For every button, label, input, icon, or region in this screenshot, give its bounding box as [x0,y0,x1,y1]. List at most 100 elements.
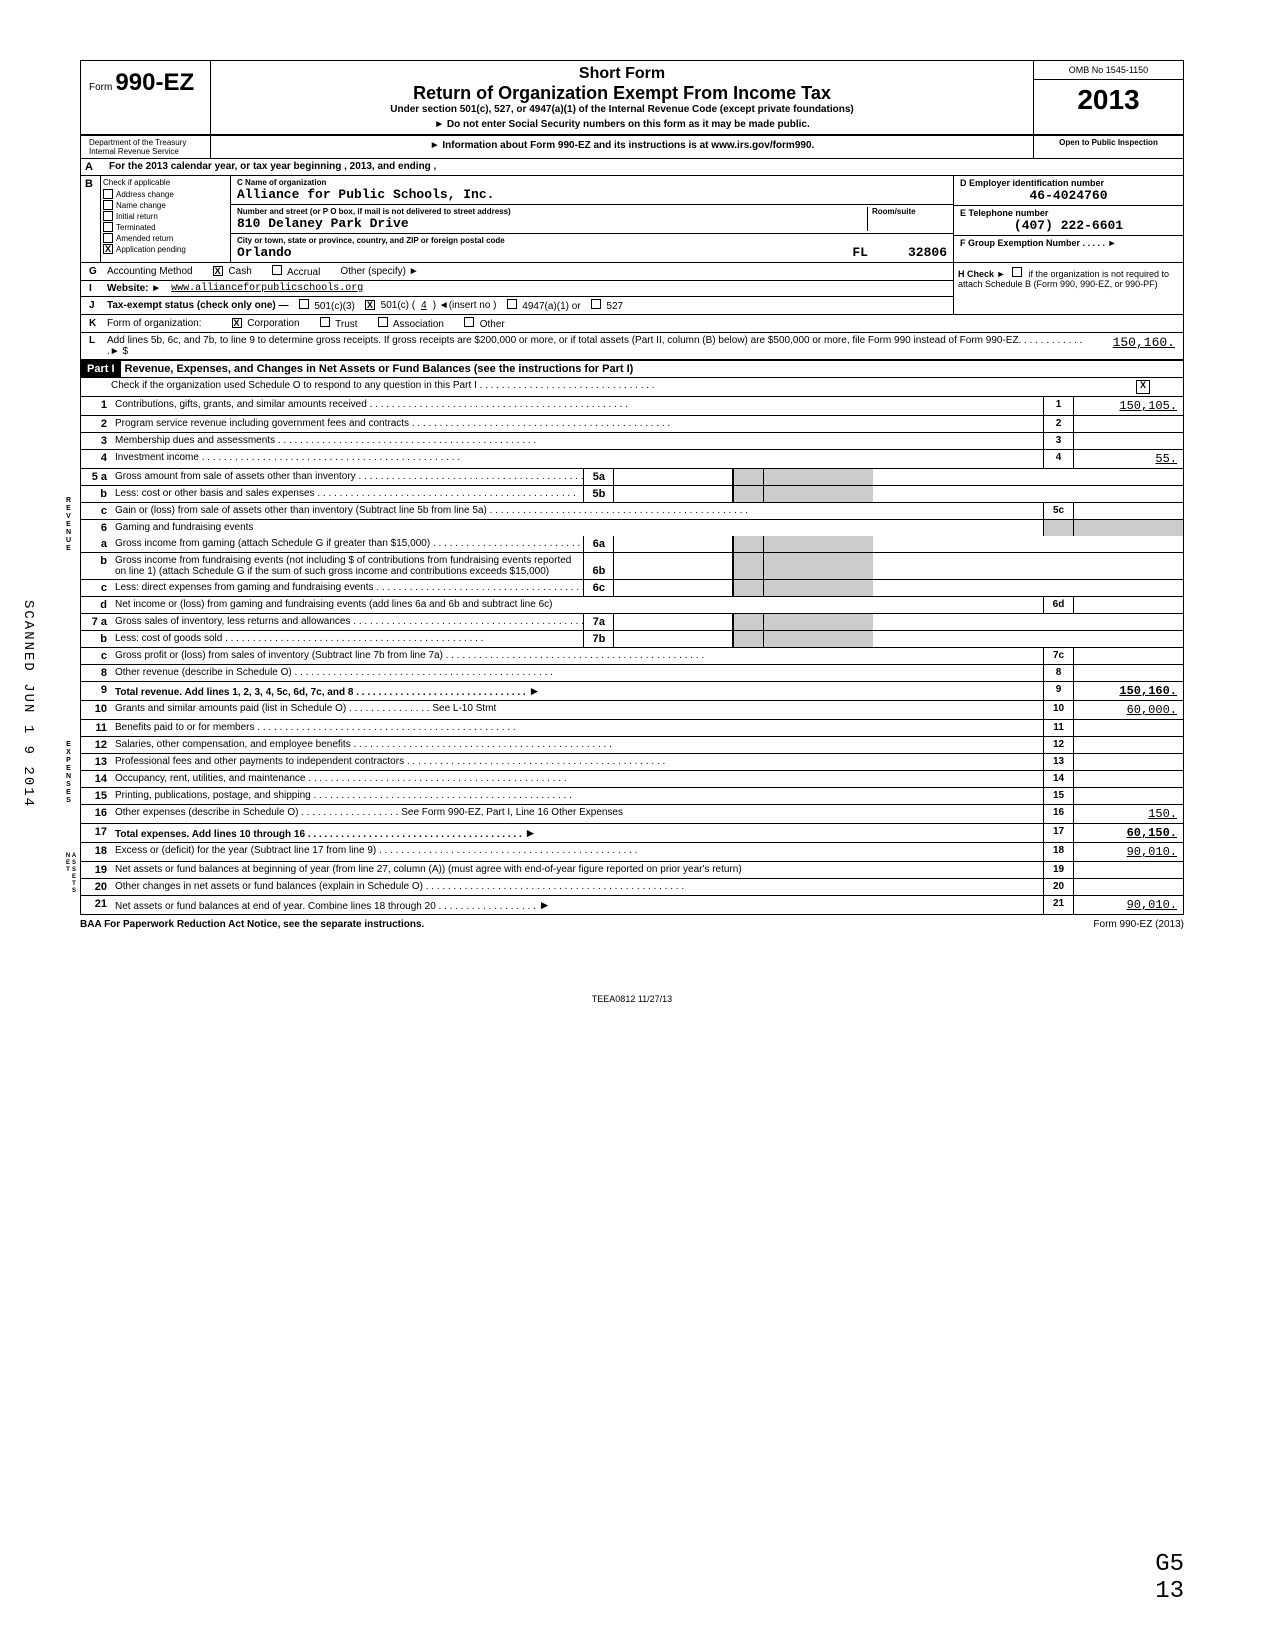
tax-year: 2013 [1034,80,1183,120]
line-6a-desc: Gross income from gaming (attach Schedul… [111,536,583,552]
form-header: Form 990-EZ Short Form Return of Organiz… [81,61,1183,136]
calendar-text: For the 2013 calendar year, or tax year … [101,159,444,175]
state: FL [852,245,868,260]
label-l: L [89,335,107,346]
checkbox-trust[interactable] [320,317,330,327]
dept-cell: Department of the Treasury Internal Reve… [81,136,211,158]
city: Orlando [237,245,292,260]
gross-receipts-value: 150,160. [1093,335,1175,350]
line-19-desc: Net assets or fund balances at beginning… [111,862,1043,878]
zip: 32806 [908,245,947,260]
line-16-value: 150. [1073,805,1183,823]
main-title: Return of Organization Exempt From Incom… [219,83,1025,104]
checkbox-terminated[interactable] [103,222,113,232]
line-18-value: 90,010. [1073,843,1183,861]
subtitle: Under section 501(c), 527, or 4947(a)(1)… [219,104,1025,115]
footer-right: Form 990-EZ (2013) [1093,919,1184,930]
line-8-value [1073,665,1183,681]
line-5c-desc: Gain or (loss) from sale of assets other… [111,503,1043,519]
org-name: Alliance for Public Schools, Inc. [237,187,947,202]
form-number-cell: Form 990-EZ [81,61,211,134]
check-column: Check if applicable Address change Name … [101,176,231,262]
form-footer: BAA For Paperwork Reduction Act Notice, … [80,915,1184,934]
checkbox-assoc[interactable] [378,317,388,327]
line-13-value [1073,754,1183,770]
checkbox-name[interactable] [103,200,113,210]
part1-label: Part I [81,361,121,377]
label-j: J [89,300,107,311]
line-14-value [1073,771,1183,787]
checkbox-accrual[interactable] [272,265,282,275]
part1-title: Revenue, Expenses, and Changes in Net As… [121,361,638,377]
line-10-value: 60,000. [1073,701,1183,719]
line-17-value: 60,150. [1073,824,1183,842]
line-19-value [1073,862,1183,878]
revenue-section: REVENUE 1Contributions, gifts, grants, a… [81,397,1183,701]
checkbox-initial[interactable] [103,211,113,221]
dept-row: Department of the Treasury Internal Reve… [81,136,1183,159]
website-label: Website: ► [107,283,161,294]
website-value: www.allianceforpublicschools.org [171,283,363,294]
form-990ez: Form 990-EZ Short Form Return of Organiz… [80,60,1184,915]
line-20-desc: Other changes in net assets or fund bala… [111,879,1043,895]
line-6-desc: Gaming and fundraising events [111,520,1043,536]
line-6d-value [1073,597,1183,613]
section-bcdef: B Check if applicable Address change Nam… [81,176,1183,262]
checkbox-501c[interactable]: X [365,300,375,310]
page-number: G5 13 [1155,1551,1184,1605]
footer-left: BAA For Paperwork Reduction Act Notice, … [80,919,424,930]
assets-section: NET ASSETS 18Excess or (deficit) for the… [81,843,1183,914]
line-7b-desc: Less: cost of goods sold [111,631,583,647]
dept-label: Department of the Treasury [89,138,202,147]
line-5c-value [1073,503,1183,519]
line-15-value [1073,788,1183,804]
checkbox-cash[interactable]: X [213,266,223,276]
checkbox-4947[interactable] [507,299,517,309]
group-label: F Group Exemption Number . . . . . ► [960,238,1177,248]
line-7a-desc: Gross sales of inventory, less returns a… [111,614,583,630]
checkbox-amended[interactable] [103,233,113,243]
checkbox-corp[interactable]: X [232,318,242,328]
form-org-label: Form of organization: [107,318,202,329]
line-3-desc: Membership dues and assessments [111,433,1043,449]
checkbox-other-org[interactable] [464,317,474,327]
line-21-value: 90,010. [1073,896,1183,914]
checkbox-527[interactable] [591,299,601,309]
note-1: ► Do not enter Social Security numbers o… [219,119,1025,130]
line-11-value [1073,720,1183,736]
part1-check-text: Check if the organization used Schedule … [111,380,1136,394]
checkbox-501c3[interactable] [299,299,309,309]
checkbox-address[interactable] [103,189,113,199]
checkbox-part1-sched-o[interactable]: X [1136,380,1150,394]
line-10-desc: Grants and similar amounts paid (list in… [111,701,1043,719]
accounting-label: Accounting Method [107,266,193,277]
info-note: ► Information about Form 990-EZ and its … [211,136,1033,158]
line-9-value: 150,160. [1073,682,1183,700]
line-8-desc: Other revenue (describe in Schedule O) [111,665,1043,681]
line-11-desc: Benefits paid to or for members [111,720,1043,736]
inspection-label: Open to Public Inspection [1033,136,1183,158]
omb-number: OMB No 1545-1150 [1034,61,1183,80]
line-20-value [1073,879,1183,895]
check-header: Check if applicable [103,178,228,187]
revenue-side-label: REVENUE [65,497,72,553]
line-12-value [1073,737,1183,753]
org-name-label: C Name of organization [237,178,947,187]
room-label: Room/suite [872,207,947,216]
tax-status-label: Tax-exempt status (check only one) — [107,300,289,311]
line-4-desc: Investment income [111,450,1043,468]
city-label: City or town, state or province, country… [237,236,947,245]
line-14-desc: Occupancy, rent, utilities, and maintena… [111,771,1043,787]
checkbox-pending[interactable]: X [103,244,113,254]
short-form-label: Short Form [219,65,1025,83]
checkbox-sched-b[interactable] [1012,267,1022,277]
form-prefix: Form [89,82,112,93]
label-b: B [81,176,101,262]
form-number: 990-EZ [115,69,194,96]
year-cell: OMB No 1545-1150 2013 [1033,61,1183,134]
line-9-desc: Total revenue. Add lines 1, 2, 3, 4, 5c,… [111,682,1043,700]
street-label: Number and street (or P O box, if mail i… [237,207,867,216]
expenses-side-label: EXPENSES [65,741,72,805]
line-1-value: 150,105. [1073,397,1183,415]
line-4-value: 55. [1073,450,1183,468]
